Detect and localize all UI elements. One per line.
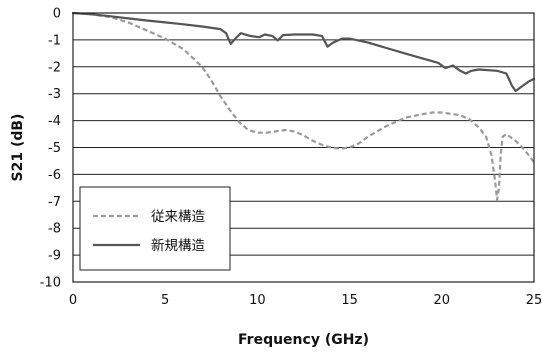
y-tick-labels: 0 -1 -2 -3 -4 -5 -6 -7 -8 -9 -10 — [40, 7, 61, 291]
x-tick-label: 25 — [526, 293, 542, 308]
series-line-new — [71, 11, 536, 93]
y-axis-title: S21 (dB) — [10, 114, 26, 182]
x-tick-labels: 0 5 10 15 20 25 — [69, 293, 542, 308]
x-tick-label: 5 — [161, 293, 169, 308]
y-tick-label: -8 — [48, 222, 61, 237]
legend-label-new: 新規構造 — [151, 238, 205, 254]
series-lines — [71, 11, 536, 202]
y-tick-label: 0 — [53, 7, 61, 22]
y-tick-label: -3 — [48, 87, 61, 102]
y-tick-label: -1 — [48, 33, 61, 48]
legend: 従来構造 新規構造 — [79, 186, 231, 271]
x-tick-label: 0 — [69, 293, 77, 308]
y-tick-label: -6 — [48, 168, 61, 183]
y-tick-label: -7 — [48, 195, 61, 210]
x-axis-title: Frequency (GHz) — [238, 332, 369, 348]
legend-label-conventional: 従来構造 — [151, 209, 205, 225]
x-tick-label: 15 — [341, 293, 358, 308]
x-tick-label: 20 — [434, 293, 451, 308]
legend-box — [79, 186, 231, 271]
x-tick-label: 10 — [249, 293, 266, 308]
series-line-conventional — [72, 11, 535, 202]
y-tick-label: -5 — [48, 141, 61, 156]
y-tick-label: -9 — [48, 249, 61, 264]
y-tick-label: -2 — [48, 60, 61, 75]
y-tick-label: -4 — [48, 114, 61, 129]
plot-area-frame — [72, 12, 535, 283]
y-tick-label: -10 — [40, 276, 61, 291]
